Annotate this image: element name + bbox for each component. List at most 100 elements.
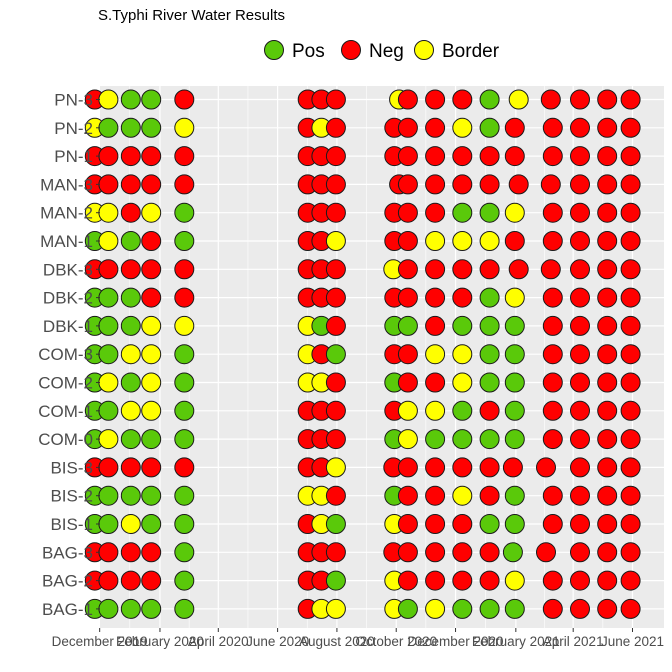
data-point-com-1-4 [141, 400, 162, 421]
data-point-dbk-2-13 [479, 287, 500, 308]
data-point-man-3-4 [141, 174, 162, 195]
data-point-com-0-13 [479, 429, 500, 450]
data-point-bag-1-18 [620, 598, 641, 619]
data-point-com-0-3 [120, 429, 141, 450]
y-tick-label-bag-1: BAG-1 [42, 600, 93, 619]
data-point-man-3-13 [479, 174, 500, 195]
data-point-pn-3-11 [425, 89, 446, 110]
data-point-dbk-2-18 [620, 287, 641, 308]
data-point-pn-1-5 [174, 146, 195, 167]
data-point-bag-2-15 [542, 570, 563, 591]
data-point-com-0-11 [425, 429, 446, 450]
y-tick-label-bis-1: BIS-1 [50, 515, 93, 534]
data-point-man-2-4 [141, 202, 162, 223]
data-point-bis-2-15 [542, 485, 563, 506]
data-point-man-3-3 [120, 174, 141, 195]
data-point-pn-3-5 [174, 89, 195, 110]
data-point-bis-3-11 [425, 457, 446, 478]
data-point-pn-2-13 [479, 117, 500, 138]
y-tick-label-bag-2: BAG-2 [42, 572, 93, 591]
data-point-pn-3-15 [540, 89, 561, 110]
data-point-pn-1-13 [479, 146, 500, 167]
data-point-com-1-8 [325, 400, 346, 421]
data-point-dbk-1-13 [479, 315, 500, 336]
y-tick-label-dbk-3: DBK-3 [43, 260, 93, 279]
data-point-bis-2-4 [141, 485, 162, 506]
data-point-bis-1-18 [620, 514, 641, 534]
x-tick-label-june-2021: June 2021 [601, 634, 664, 649]
data-point-dbk-1-17 [597, 315, 618, 336]
data-point-pn-1-3 [120, 146, 141, 167]
data-point-com-3-3 [120, 344, 141, 365]
data-point-man-1-15 [542, 231, 563, 251]
data-point-com-2-3 [120, 372, 141, 393]
data-point-man-2-12 [452, 202, 473, 223]
legend-key-border [414, 40, 434, 60]
data-point-pn-2-15 [542, 117, 563, 138]
data-point-com-3-2 [98, 344, 119, 365]
data-point-man-1-3 [120, 231, 141, 251]
data-point-pn-3-8 [325, 89, 346, 110]
data-point-man-1-13 [479, 231, 500, 251]
data-point-bis-1-4 [141, 514, 162, 534]
data-point-bag-3-18 [620, 542, 641, 563]
data-point-com-2-10 [397, 372, 418, 393]
data-point-bis-1-10 [397, 514, 418, 534]
data-point-man-3-12 [452, 174, 473, 195]
data-point-bis-2-14 [504, 485, 525, 506]
y-tick-label-com-2: COM-2 [38, 374, 93, 393]
data-point-bis-1-5 [174, 514, 195, 534]
data-point-man-3-5 [174, 174, 195, 195]
data-point-pn-3-12 [452, 89, 473, 110]
data-point-bag-1-3 [120, 598, 141, 619]
data-point-bag-3-17 [597, 542, 618, 563]
data-point-dbk-3-2 [98, 259, 119, 280]
data-point-bis-2-5 [174, 485, 195, 506]
data-point-dbk-1-12 [452, 315, 473, 336]
data-point-com-0-14 [504, 429, 525, 450]
data-point-bis-1-3 [120, 514, 141, 534]
x-tick-label-october-2020: October 2020 [355, 634, 437, 649]
y-tick-label-com-3: COM-3 [38, 345, 93, 364]
data-point-com-1-3 [120, 400, 141, 421]
data-point-dbk-1-10 [397, 315, 418, 336]
data-point-dbk-3-16 [570, 259, 590, 280]
data-point-man-1-14 [504, 231, 525, 251]
data-point-bis-1-15 [542, 514, 563, 534]
y-tick-label-com-0: COM-0 [38, 430, 93, 449]
data-point-man-2-17 [597, 202, 618, 223]
legend-label-neg: Neg [369, 41, 404, 62]
x-tick-label-june-2020: June 2020 [246, 634, 309, 649]
legend-key-neg [341, 40, 361, 60]
data-point-com-2-15 [542, 372, 563, 393]
data-point-bis-3-17 [597, 457, 618, 478]
data-point-bag-2-17 [597, 570, 618, 591]
data-point-bis-1-13 [479, 514, 500, 534]
x-tick-label-april-2020: April 2020 [188, 634, 249, 649]
data-point-com-2-17 [597, 372, 618, 393]
data-point-dbk-1-3 [120, 315, 141, 336]
data-point-man-2-10 [397, 202, 418, 223]
x-tick-label-february-2021: February 2021 [472, 634, 560, 649]
data-point-com-2-5 [174, 372, 195, 393]
data-point-dbk-2-3 [120, 287, 141, 308]
data-point-dbk-3-4 [141, 259, 162, 280]
data-point-bis-3-3 [120, 457, 141, 478]
data-point-com-1-2 [98, 400, 119, 421]
y-tick-label-dbk-1: DBK-1 [43, 317, 93, 336]
data-point-bis-2-13 [479, 485, 500, 506]
data-point-man-2-14 [504, 202, 525, 223]
data-point-pn-3-2 [98, 89, 119, 110]
data-point-bag-1-5 [174, 598, 195, 619]
data-point-dbk-2-8 [325, 287, 346, 308]
data-point-dbk-3-3 [120, 259, 141, 280]
data-point-man-2-18 [620, 202, 641, 223]
data-point-bag-2-18 [620, 570, 641, 591]
data-point-com-2-16 [570, 372, 590, 393]
data-point-com-3-11 [425, 344, 446, 365]
data-point-pn-2-14 [504, 117, 525, 138]
data-point-bis-3-13 [479, 457, 500, 478]
data-point-com-0-12 [452, 429, 473, 450]
data-point-dbk-3-14 [508, 259, 529, 280]
